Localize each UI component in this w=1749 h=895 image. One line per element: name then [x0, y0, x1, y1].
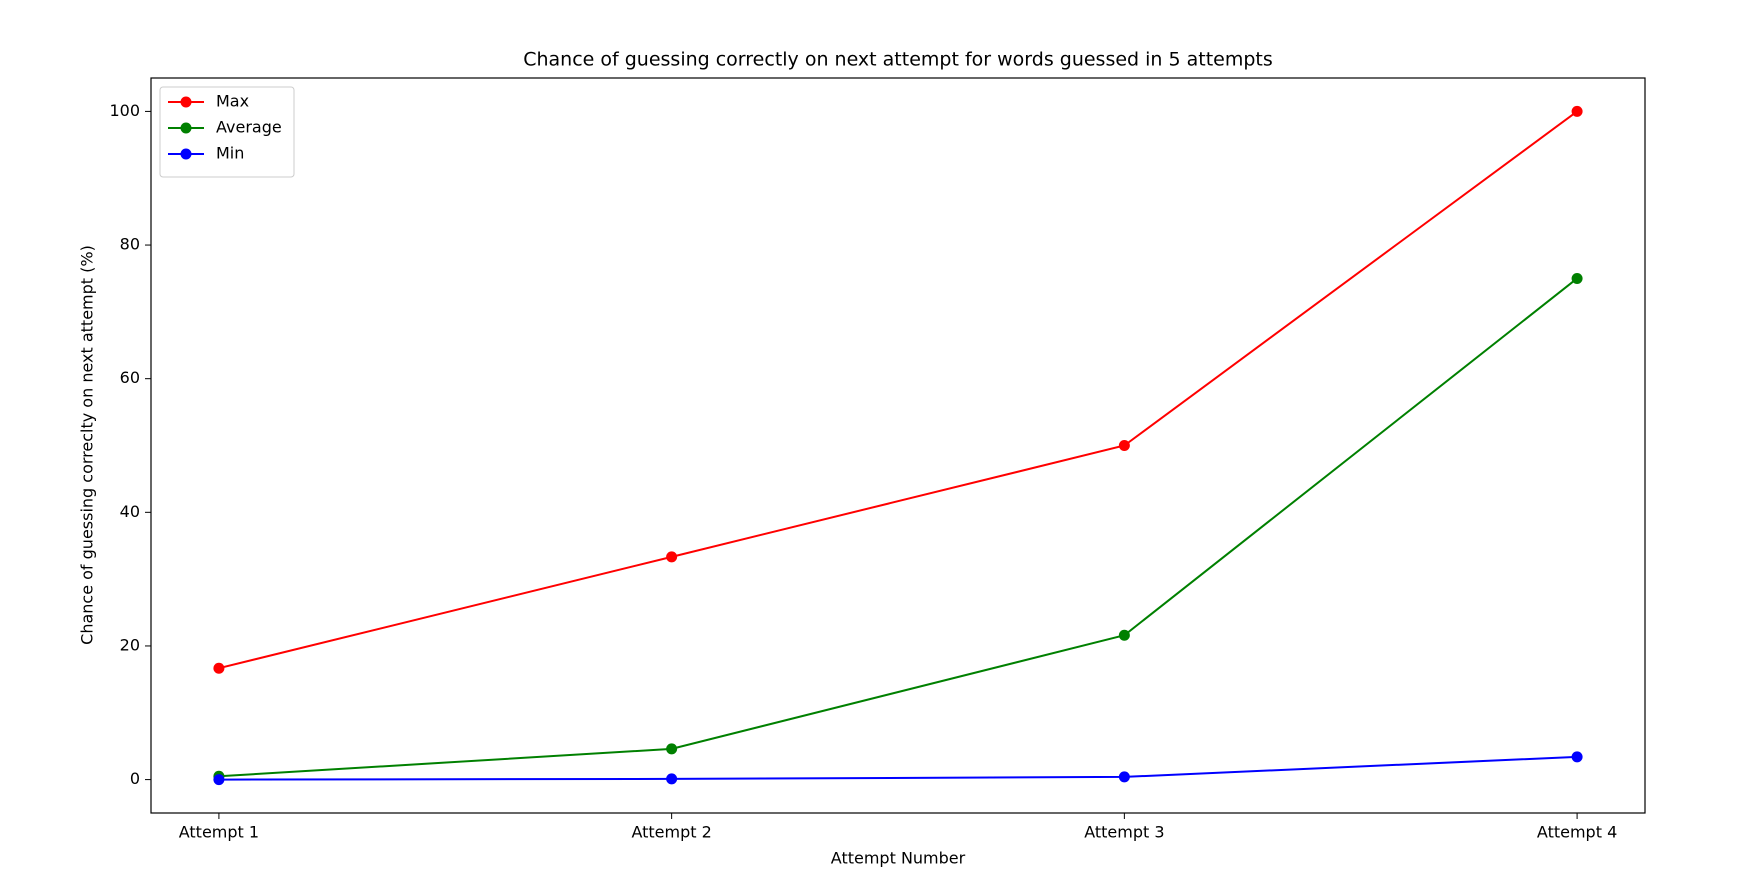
legend-label: Max [216, 92, 249, 111]
x-axis-label: Attempt Number [831, 849, 966, 868]
y-tick-label: 100 [109, 101, 140, 120]
x-tick-label: Attempt 2 [631, 823, 711, 842]
y-tick-label: 60 [120, 368, 140, 387]
data-point [1571, 105, 1583, 117]
legend-marker [180, 148, 192, 160]
data-point [1118, 771, 1130, 783]
legend-label: Average [216, 118, 282, 137]
x-tick-label: Attempt 3 [1084, 823, 1164, 842]
data-point [1118, 629, 1130, 641]
data-point [1571, 272, 1583, 284]
x-tick-label: Attempt 1 [179, 823, 259, 842]
legend-marker [180, 122, 192, 134]
series-line [218, 110, 1578, 670]
y-tick-label: 40 [120, 502, 140, 521]
chart-title: Chance of guessing correctly on next att… [523, 49, 1273, 71]
data-point [213, 662, 225, 674]
legend-label: Min [216, 144, 244, 163]
y-tick-label: 80 [120, 235, 140, 254]
data-point [213, 774, 225, 786]
data-point [1118, 440, 1130, 451]
legend-marker [180, 96, 192, 108]
x-tick-label: Attempt 4 [1537, 823, 1617, 842]
data-point [666, 743, 678, 755]
y-tick-label: 20 [120, 635, 140, 654]
series-line [218, 755, 1578, 781]
series-line [218, 277, 1578, 778]
plot-frame [150, 77, 1646, 814]
data-point [1571, 751, 1583, 763]
y-axis-label: Chance of guessing correclty on next att… [78, 245, 97, 645]
data-point [666, 773, 678, 785]
data-point [666, 551, 678, 563]
y-tick-label: 0 [130, 769, 140, 788]
